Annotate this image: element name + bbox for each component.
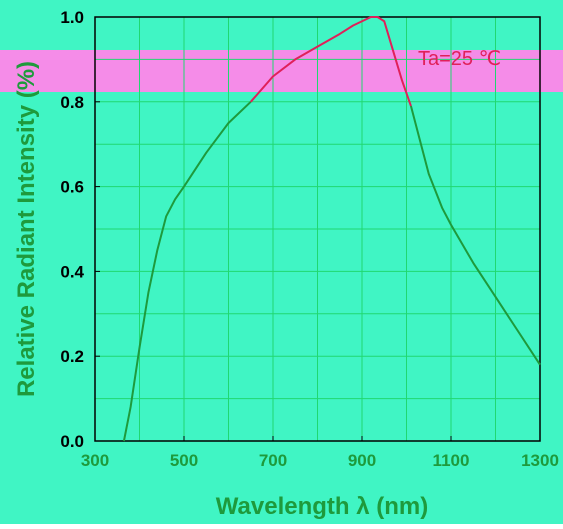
series-line-peak xyxy=(249,16,412,107)
y-tick-labels: 0.0 0.2 0.4 0.6 0.8 1.0 xyxy=(60,8,84,451)
x-tick-label: 1100 xyxy=(433,451,470,470)
series-line-left xyxy=(122,101,252,442)
y-tick-label: 1.0 xyxy=(60,8,84,27)
y-axis-label: Relative Radiant Intensity (%) xyxy=(13,61,40,397)
series-group xyxy=(122,16,541,442)
y-tick-label: 0.8 xyxy=(60,93,84,112)
y-tick-label: 0.2 xyxy=(60,347,84,366)
x-tick-labels: 300 500 700 900 1100 1300 xyxy=(81,451,559,470)
x-tick-label: 500 xyxy=(170,451,198,470)
x-tick-label: 700 xyxy=(259,451,287,470)
plot-frame xyxy=(94,16,541,442)
y-tick-label: 0.6 xyxy=(60,178,84,197)
x-tick-label: 900 xyxy=(348,451,376,470)
y-tick-label: 0.4 xyxy=(60,262,84,281)
series-line-right xyxy=(409,105,541,366)
x-axis-label: Wavelength λ (nm) xyxy=(216,493,428,520)
x-tick-label: 1300 xyxy=(521,451,559,470)
temperature-annotation: Ta=25 ℃ xyxy=(418,48,501,70)
x-tick-label: 300 xyxy=(81,451,109,470)
y-tick-label: 0.0 xyxy=(60,432,84,451)
